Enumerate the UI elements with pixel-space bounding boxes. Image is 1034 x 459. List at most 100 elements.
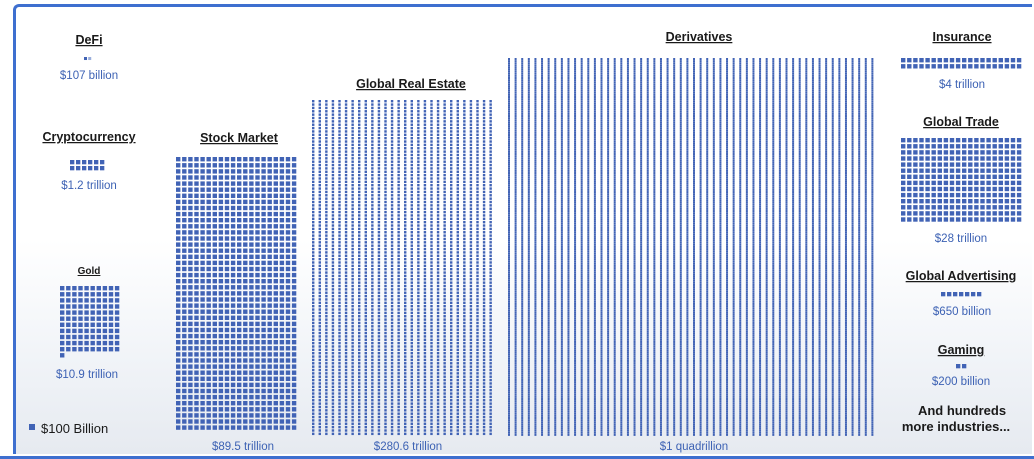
waffle-square: [607, 79, 610, 82]
waffle-square: [212, 364, 217, 369]
waffle-square: [390, 321, 394, 325]
waffle-square: [60, 347, 65, 352]
waffle-square: [212, 407, 217, 412]
waffle-square: [417, 294, 420, 298]
waffle-square: [858, 98, 861, 101]
waffle-square: [338, 365, 341, 368]
waffle-square: [811, 58, 814, 60]
waffle-square: [312, 375, 315, 378]
waffle-square: [443, 328, 446, 331]
waffle-square: [404, 120, 407, 123]
waffle-square: [194, 157, 199, 162]
waffle-square: [364, 261, 367, 264]
waffle-square: [541, 83, 544, 86]
waffle-square: [351, 331, 354, 335]
waffle-square: [384, 321, 387, 325]
waffle-square: [659, 68, 662, 71]
waffle-square: [255, 248, 260, 253]
waffle-square: [818, 98, 821, 101]
waffle-square: [230, 205, 236, 211]
waffle-square: [206, 401, 211, 406]
waffle-square: [443, 251, 446, 254]
waffle-square: [358, 422, 361, 425]
waffle-square: [377, 415, 381, 419]
waffle-square: [237, 394, 242, 400]
waffle-square: [534, 66, 537, 69]
waffle-square: [560, 62, 563, 65]
waffle-square: [659, 77, 662, 80]
waffle-square: [410, 355, 413, 358]
waffle-square: [430, 409, 433, 412]
waffle-square: [712, 60, 715, 63]
waffle-square: [377, 315, 381, 318]
waffle-square: [344, 429, 348, 432]
waffle-square: [371, 254, 374, 257]
waffle-square: [344, 348, 348, 352]
waffle-square: [344, 217, 348, 221]
waffle-square: [436, 341, 440, 345]
waffle-square: [273, 327, 278, 333]
waffle-square: [489, 214, 492, 217]
waffle-square: [410, 217, 413, 221]
waffle-square: [230, 285, 236, 290]
waffle-square: [482, 106, 486, 110]
waffle-square: [390, 372, 394, 375]
waffle-square: [279, 327, 285, 333]
waffle-square: [344, 432, 348, 436]
waffle-square: [410, 220, 413, 224]
waffle-square: [463, 358, 466, 362]
waffle-square: [436, 395, 440, 399]
waffle-square: [706, 91, 709, 94]
waffle-square: [620, 89, 623, 92]
waffle-square: [456, 419, 459, 422]
waffle-square: [443, 103, 446, 106]
waffle-square: [443, 392, 446, 395]
waffle-square: [489, 399, 492, 402]
waffle-square: [640, 83, 643, 86]
waffle-square: [456, 368, 459, 372]
waffle-square: [476, 237, 479, 241]
waffle-square: [200, 388, 205, 394]
waffle-square: [436, 264, 440, 268]
waffle-square: [450, 378, 453, 382]
waffle-square: [613, 83, 616, 86]
waffle-square: [541, 87, 544, 90]
waffle-square: [182, 218, 187, 223]
waffle-square: [364, 167, 367, 170]
waffle-square: [679, 85, 682, 88]
waffle-square: [423, 372, 427, 375]
waffle-square: [377, 130, 381, 133]
waffle-square: [673, 64, 676, 67]
waffle-square: [574, 85, 577, 88]
waffle-square: [417, 251, 420, 254]
waffle-square: [521, 58, 524, 60]
waffle-square: [436, 365, 440, 368]
waffle-square: [659, 79, 662, 82]
waffle-square: [686, 93, 689, 96]
waffle-square: [182, 364, 187, 369]
waffle-square: [390, 425, 394, 429]
waffle-square: [838, 83, 841, 86]
waffle-square: [318, 177, 321, 180]
waffle-square: [792, 72, 795, 75]
waffle-square: [436, 220, 440, 224]
waffle-square: [371, 382, 374, 385]
waffle-square: [397, 237, 400, 241]
waffle-square: [291, 358, 297, 363]
waffle-square: [450, 220, 453, 224]
waffle-square: [390, 409, 394, 412]
waffle-square: [358, 348, 361, 352]
waffle-square: [176, 297, 181, 302]
waffle-square: [547, 85, 550, 88]
waffle-square: [430, 341, 433, 345]
waffle-square: [686, 98, 689, 101]
waffle-square: [456, 338, 459, 341]
waffle-square: [489, 405, 492, 409]
waffle-square: [607, 70, 610, 73]
waffle-square: [255, 157, 260, 162]
waffle-square: [351, 432, 354, 436]
waffle-square: [267, 321, 272, 327]
waffle-square: [410, 160, 413, 163]
waffle-square: [554, 58, 557, 60]
waffle-square: [443, 130, 446, 133]
